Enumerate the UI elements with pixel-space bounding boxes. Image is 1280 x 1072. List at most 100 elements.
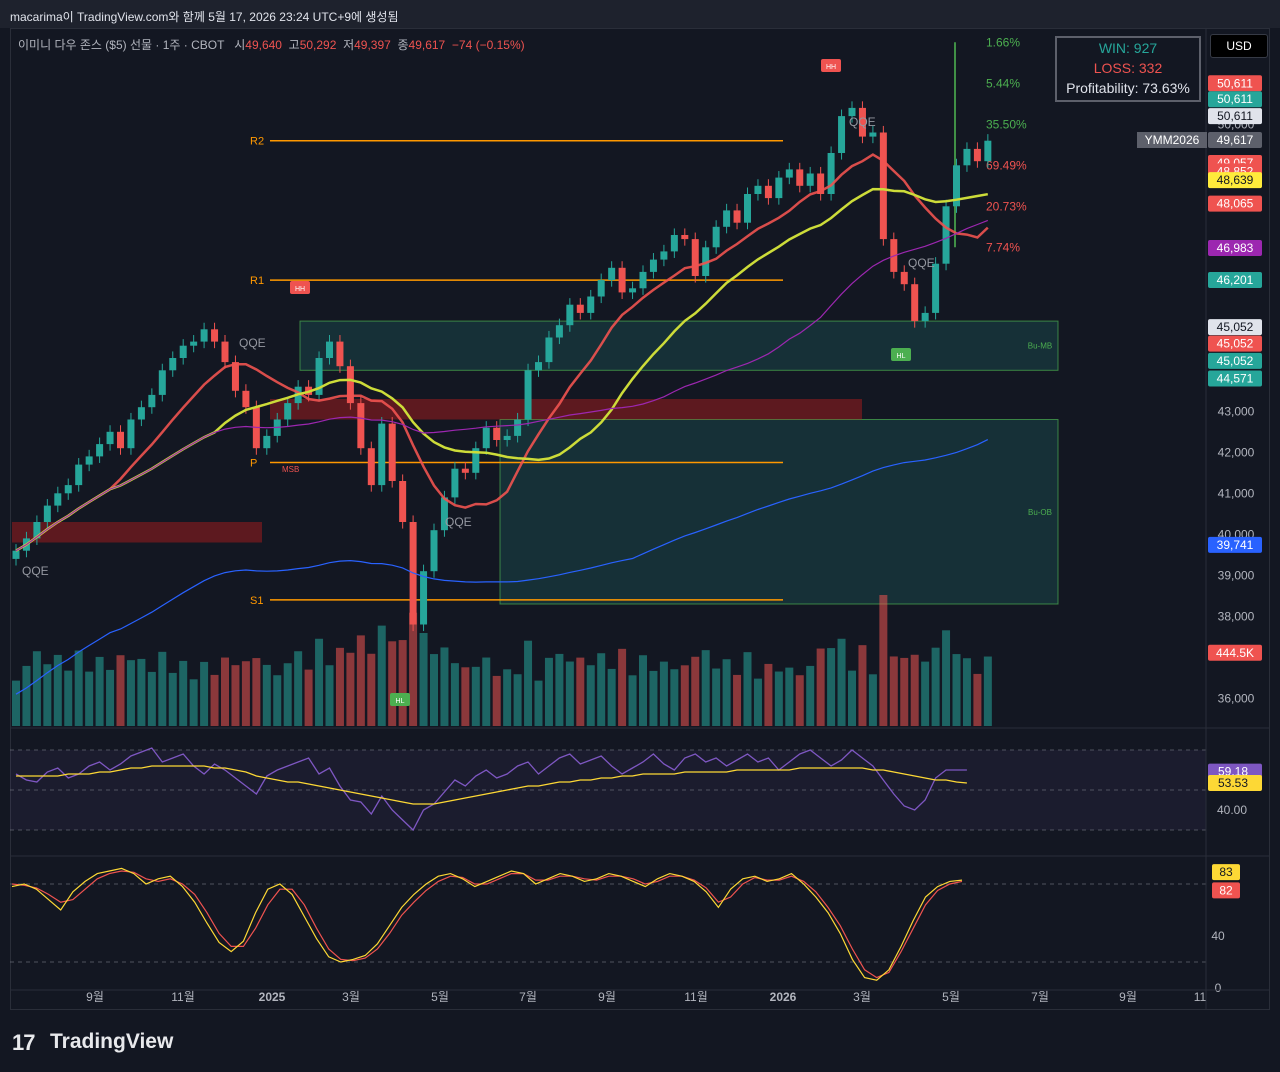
candle-body (827, 153, 835, 194)
chart-frame[interactable] (10, 28, 1270, 1010)
time-tick: 3월 (853, 990, 871, 1004)
candle-body (33, 522, 41, 539)
candle-body (858, 107, 866, 137)
price-tag: 45,052 (1217, 354, 1254, 368)
candle-body (514, 419, 522, 436)
time-tick: 2026 (770, 990, 797, 1004)
candle-body (242, 390, 250, 408)
volume-bar (367, 653, 376, 726)
price-tag-bg (1208, 91, 1262, 108)
candle-body (597, 280, 605, 297)
candle-body (973, 148, 981, 162)
hl-badge-bg (891, 348, 911, 361)
candle-body (503, 435, 511, 440)
volume-bar (628, 675, 637, 726)
volume-bar (618, 648, 627, 726)
price-tag-bg (1208, 536, 1262, 553)
candle-body (576, 304, 584, 313)
stoch-tag-bg (1212, 864, 1240, 881)
volume-bar (388, 641, 397, 726)
volume-bar (398, 640, 407, 726)
hh-badge: HH (826, 64, 836, 71)
axes: 36,00038,00039,00040,00041,00042,00043,0… (10, 28, 1270, 1010)
candle-body (430, 530, 438, 572)
currency-button[interactable]: USD (1210, 34, 1268, 58)
volume-bar (910, 654, 919, 726)
ma-blue-line (15, 439, 989, 695)
volume-bar (440, 647, 449, 726)
volume-bar (565, 661, 574, 726)
candle-body (608, 267, 616, 281)
candle-body (263, 435, 271, 449)
volume-bar (294, 651, 303, 726)
candle-body (221, 341, 229, 363)
hh-badge-bg (821, 59, 841, 72)
candle-body (942, 206, 950, 264)
time-tick: 11월 (171, 990, 195, 1004)
candle-body (326, 341, 333, 358)
volume-bar (691, 656, 700, 726)
candle-body (796, 169, 804, 186)
candle-body (190, 341, 198, 346)
volume-bar (962, 658, 971, 726)
rsi-tag: 53.53 (1218, 776, 1248, 790)
volume-bar (116, 655, 125, 726)
volume-bar (701, 650, 710, 726)
fib-label: 69.49% (986, 158, 1027, 172)
candle-body (681, 235, 689, 240)
symbol-tag-bg (1137, 132, 1207, 149)
volume-bar (450, 663, 459, 726)
volume-bar (722, 659, 731, 726)
volume-bar (85, 671, 94, 726)
price-tag: 45,052 (1217, 337, 1254, 351)
zone-label: Bu-OB (1028, 508, 1052, 517)
volume-bar (74, 650, 83, 726)
change-value: −74 (−0.15%) (451, 38, 525, 52)
time-tick: 3월 (342, 990, 360, 1004)
candle-body (963, 148, 971, 166)
candle-body (179, 345, 187, 358)
candle-body (900, 271, 908, 285)
volume-bar (482, 657, 491, 726)
time-tick: 5월 (431, 990, 449, 1004)
qqe-label: QQE (908, 256, 935, 270)
volume-bar (147, 671, 156, 726)
stoch-tag: 82 (1219, 883, 1233, 897)
volume-bar (785, 667, 794, 726)
rsi-tag-bg (1208, 774, 1262, 791)
candle-body (378, 423, 386, 486)
volume-bar (126, 660, 135, 726)
volume-bar (346, 652, 355, 726)
rsi-tick: 40.00 (1217, 803, 1247, 817)
candle-body (346, 366, 354, 404)
candle-body (211, 329, 219, 342)
volume-bar (649, 670, 658, 726)
price-tag: 48,065 (1217, 197, 1254, 211)
candle-body (357, 403, 365, 449)
volume-bar (952, 654, 961, 726)
win-loss-panel: WIN: 927 LOSS: 332 Profitability: 73.63% (1055, 36, 1201, 102)
volume-bar (22, 665, 31, 726)
volume-bar (356, 635, 365, 726)
price-tag: 444.5K (1216, 646, 1254, 660)
stochastic-pane: 40 0 83 82 (10, 864, 1240, 995)
msb-label: MSB (282, 465, 299, 474)
symbol-name: 이미니 다우 존스 ($5) 선물 · 1주 · CBOT (18, 38, 225, 52)
candle-body (629, 288, 637, 293)
brand-name: TradingView (50, 1030, 174, 1053)
close-value: 49,617 (408, 38, 446, 52)
volume-bar (283, 663, 292, 726)
volume-bar (900, 657, 909, 726)
volume-bar (795, 675, 804, 726)
candle-body (388, 423, 396, 481)
candle-body (587, 296, 595, 313)
volume-bar (942, 630, 951, 726)
hh-badge-bg (290, 281, 310, 294)
volume-bar (764, 663, 773, 726)
candle-body (764, 185, 772, 199)
volume-bar (471, 666, 480, 726)
candle-body (775, 177, 783, 199)
volume-bar (503, 669, 512, 726)
volume-bar (325, 665, 334, 726)
